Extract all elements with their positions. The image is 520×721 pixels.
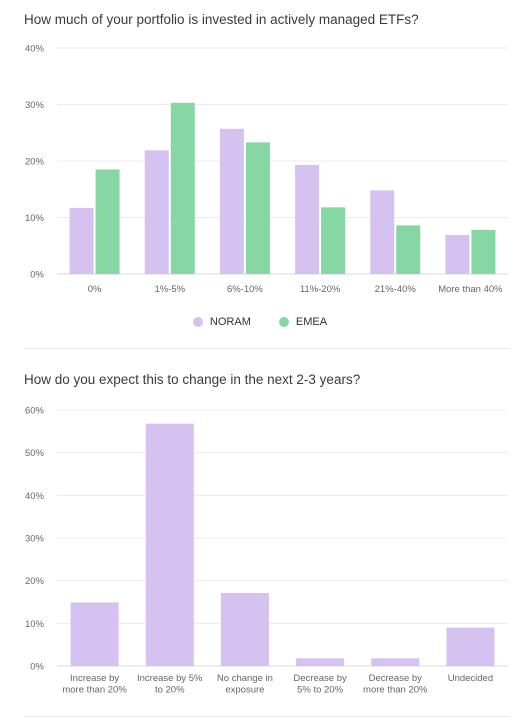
chart1-svg: 0% 10% 20% 30% 40% 0% 1%-5% 6%-10% 11%-20% 21%-40… [25, 44, 508, 295]
x-tick-label: 11%-20% [300, 284, 341, 295]
x-tick-label: 0% [88, 284, 102, 295]
x-tick-label: 6%-10% [227, 284, 263, 295]
y-tick-label: 50% [25, 448, 45, 459]
y-tick-label: 10% [25, 213, 45, 224]
bar-emea-1[interactable] [170, 102, 195, 275]
y-tick-label: 30% [25, 100, 45, 111]
x-tick-label: to 20% [155, 685, 185, 696]
x-tick-label: more than 20% [363, 685, 428, 696]
legend-item-emea[interactable]: EMEA [278, 316, 328, 328]
x-tick-label: More than 40% [438, 284, 503, 295]
legend-label-emea: EMEA [295, 316, 328, 328]
x-tick-label: 1%-5% [154, 284, 185, 295]
x-tick-label: Decrease by [293, 673, 347, 684]
bar-noram-3[interactable] [295, 164, 320, 274]
x-tick-label: Increase by [70, 673, 119, 684]
bar-noram-2[interactable] [219, 128, 244, 274]
section-divider [24, 348, 508, 349]
x-tick-label: 5% to 20% [297, 685, 343, 696]
bar-emea-5[interactable] [471, 229, 496, 274]
chart1-legend: NORAM EMEA [0, 316, 520, 328]
legend-swatch-emea [278, 317, 289, 327]
bar-value-4[interactable] [371, 658, 420, 666]
bar-emea-0[interactable] [95, 169, 120, 274]
chart1-title: How much of your portfolio is invested i… [24, 12, 419, 27]
bar-value-3[interactable] [296, 658, 345, 666]
bar-noram-0[interactable] [69, 207, 94, 274]
bar-emea-2[interactable] [245, 142, 270, 274]
y-tick-label: 10% [25, 619, 45, 630]
y-tick-label: 60% [25, 406, 45, 417]
bar-value-1[interactable] [145, 423, 194, 666]
bar-value-2[interactable] [220, 593, 269, 666]
x-tick-label: Undecided [448, 673, 493, 684]
bar-value-0[interactable] [70, 602, 119, 666]
bar-emea-3[interactable] [321, 207, 346, 274]
y-tick-label: 0% [30, 662, 44, 673]
bar-noram-1[interactable] [144, 150, 169, 274]
x-tick-label: more than 20% [62, 685, 127, 696]
y-tick-label: 20% [25, 157, 45, 168]
x-tick-label: 21%-40% [375, 284, 417, 295]
x-tick-label: No change in [217, 673, 273, 684]
x-tick-label: exposure [225, 685, 264, 696]
bar-value-5[interactable] [446, 627, 495, 666]
legend-item-noram[interactable]: NORAM [192, 316, 251, 328]
chart2-title: How do you expect this to change in the … [24, 372, 361, 387]
x-tick-label: Decrease by [369, 673, 423, 684]
bottom-divider [24, 716, 508, 717]
legend-label-noram: NORAM [209, 316, 251, 328]
legend-swatch-noram [192, 317, 203, 327]
x-tick-label: Increase by 5% [137, 673, 203, 684]
y-tick-label: 0% [30, 270, 44, 281]
y-tick-label: 40% [25, 491, 45, 502]
y-tick-label: 30% [25, 534, 45, 545]
y-tick-label: 20% [25, 576, 45, 587]
bar-noram-5[interactable] [445, 235, 470, 274]
bar-noram-4[interactable] [370, 190, 395, 274]
y-tick-label: 40% [25, 44, 45, 55]
bar-emea-4[interactable] [396, 225, 421, 274]
